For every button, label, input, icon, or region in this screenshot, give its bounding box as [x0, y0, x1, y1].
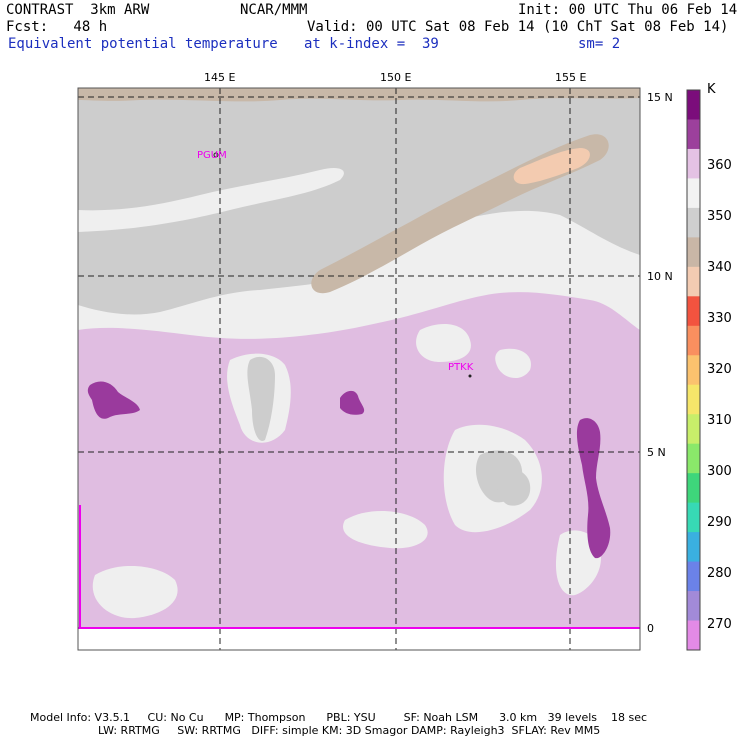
colorbar-swatch	[687, 384, 700, 415]
colorbar-label-300: 300	[707, 464, 732, 479]
colorbar-label-330: 330	[707, 311, 732, 326]
lat-tick-10n: 10 N	[647, 270, 673, 283]
colorbar-label-270: 270	[707, 617, 732, 632]
gray-patch-1	[247, 356, 275, 441]
colorbar-label-350: 350	[707, 209, 732, 224]
colorbar-swatch	[687, 355, 700, 386]
forecast-hour: Fcst: 48 h	[6, 19, 108, 35]
lat-tick-15n: 15 N	[647, 91, 673, 104]
colorbar-swatch	[687, 148, 700, 179]
lilac-region	[78, 292, 640, 628]
smoothing-label: sm= 2	[578, 36, 621, 52]
light-island-4	[343, 510, 428, 549]
station-label-ptkk: PTKK	[448, 362, 474, 373]
field-shading	[78, 88, 640, 650]
station-label-pgum: PGUM	[197, 150, 227, 161]
purple-max-west	[87, 381, 140, 419]
colorbar	[686, 89, 701, 651]
light-stripe	[78, 168, 344, 232]
colorbar-swatch	[687, 296, 700, 327]
field-name: Equivalent potential temperature	[8, 36, 278, 52]
colorbar-swatch	[687, 620, 700, 651]
light-island-7	[495, 348, 531, 379]
colorbar-label-320: 320	[707, 362, 732, 377]
light-island-5	[92, 565, 178, 619]
lon-tick-145e: 145 E	[204, 71, 236, 84]
colorbar-swatch	[687, 325, 700, 356]
colorbar-swatch	[687, 532, 700, 563]
colorbar-unit: K	[707, 82, 716, 97]
valid-time: Valid: 00 UTC Sat 08 Feb 14 (10 ChT Sat …	[307, 19, 729, 35]
colorbar-label-290: 290	[707, 515, 732, 530]
model-title: CONTRAST 3km ARW	[6, 2, 150, 18]
colorbar-swatch	[687, 561, 700, 592]
equator-strip	[78, 628, 640, 650]
colorbar-swatch	[687, 266, 700, 297]
lat-tick-0: 0	[647, 622, 654, 635]
light-island-2	[416, 324, 471, 362]
colorbar-swatch	[687, 591, 700, 622]
colorbar-label-280: 280	[707, 566, 732, 581]
lon-tick-155e: 155 E	[555, 71, 587, 84]
colorbar-label-360: 360	[707, 158, 732, 173]
colorbar-swatch	[687, 414, 700, 445]
station-marker-pgum	[213, 152, 219, 158]
map-frame	[77, 87, 641, 651]
init-time: Init: 00 UTC Thu 06 Feb 14	[518, 2, 738, 18]
colorbar-swatch	[687, 473, 700, 504]
level-index: at k-index = 39	[304, 36, 439, 52]
colorbar-swatch	[687, 502, 700, 533]
colorbar-label-310: 310	[707, 413, 732, 428]
colorbar-swatch	[687, 237, 700, 268]
gray-band-north	[78, 88, 640, 315]
colorbar-frame	[686, 89, 701, 651]
colorbar-label-340: 340	[707, 260, 732, 275]
lon-tick-150e: 150 E	[380, 71, 412, 84]
lat-tick-5n: 5 N	[647, 446, 666, 459]
model-info-line1: Model Info: V3.5.1 CU: No Cu MP: Thompso…	[30, 711, 648, 724]
organization-label: NCAR/MMM	[240, 2, 308, 18]
peach-core	[513, 148, 590, 185]
tan-patch-north	[78, 88, 640, 102]
colorbar-swatch	[687, 443, 700, 474]
purple-max-central	[340, 390, 365, 415]
model-info-line2: LW: RRTMG SW: RRTMG DIFF: simple KM: 3D …	[98, 724, 601, 737]
colorbar-swatch	[687, 178, 700, 209]
colorbar-swatch	[687, 119, 700, 150]
gray-patch-3	[496, 468, 531, 506]
station-marker-ptkk	[468, 374, 472, 378]
purple-max-east	[576, 418, 611, 559]
lat-lon-grid	[78, 88, 640, 650]
colorbar-swatch	[687, 207, 700, 238]
colorbar-swatch	[687, 90, 700, 120]
